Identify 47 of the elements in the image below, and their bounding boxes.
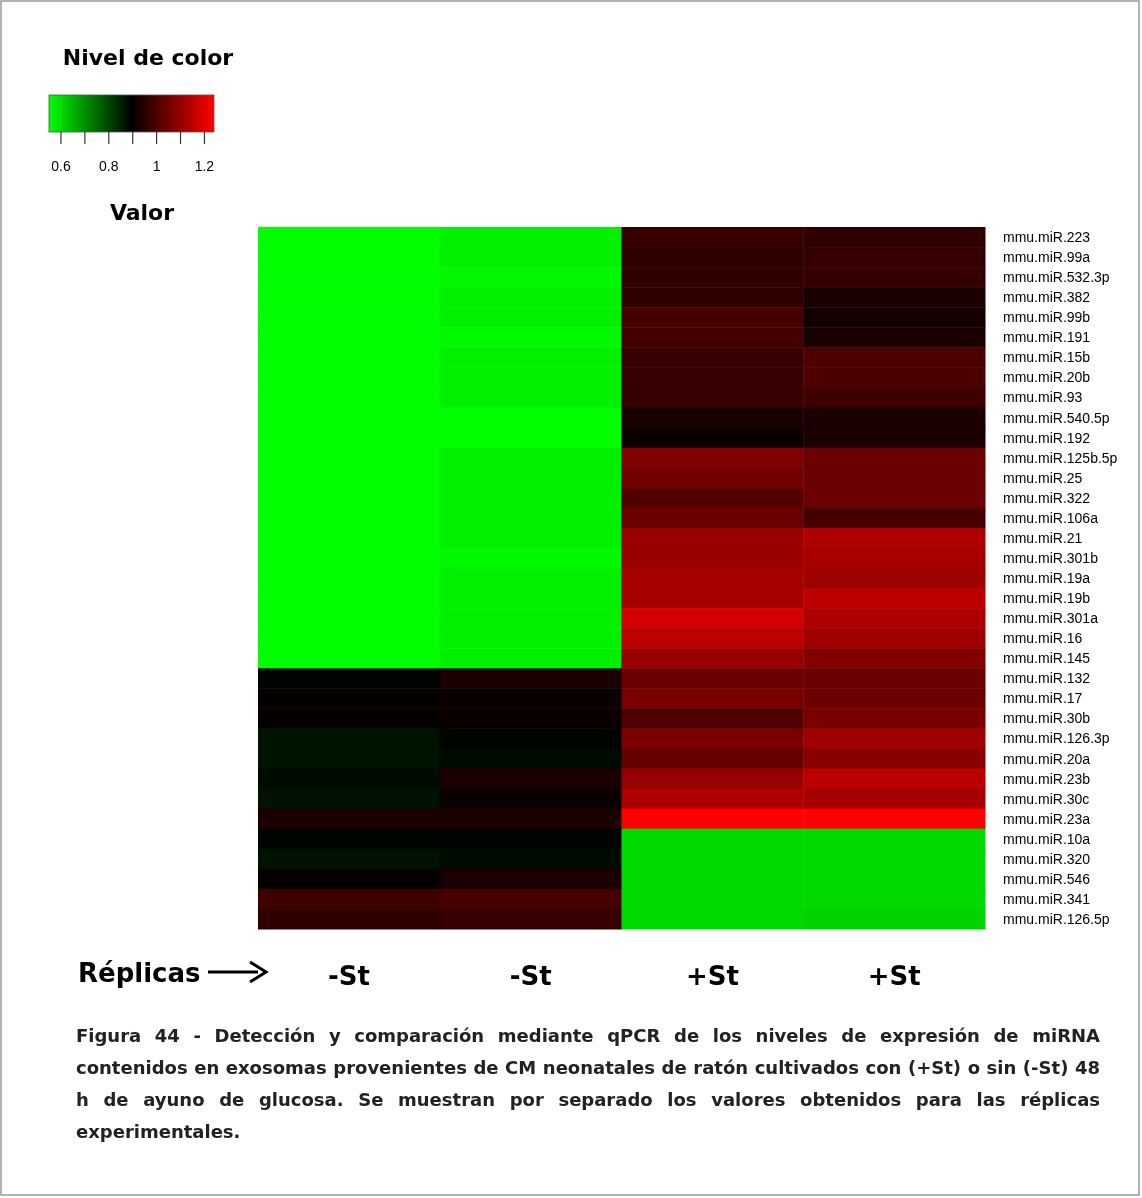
y-tick-label: mmu.miR.93 [1003, 389, 1083, 406]
y-tick-label: mmu.miR.192 [1003, 429, 1091, 446]
y-tick-label: mmu.miR.301b [1003, 549, 1099, 566]
y-tick-label: mmu.miR.223 [1003, 229, 1091, 246]
y-tick-label: mmu.miR.21 [1003, 529, 1083, 546]
color-bar-label: 1 [152, 158, 161, 174]
y-tick-label: mmu.miR.99b [1003, 309, 1091, 326]
y-tick-label: mmu.miR.25 [1003, 469, 1083, 486]
y-tick-label: mmu.miR.20a [1003, 750, 1091, 767]
y-tick-label: mmu.miR.23a [1003, 810, 1091, 827]
y-tick-label: mmu.miR.16 [1003, 630, 1083, 647]
y-tick-label: mmu.miR.20b [1003, 369, 1091, 386]
y-tick-label: mmu.miR.145 [1003, 650, 1091, 667]
y-tick-label: mmu.miR.106a [1003, 509, 1099, 526]
y-tick-label: mmu.miR.546 [1003, 870, 1091, 887]
text: Figura 44 - Detección y comparación mediante qPCR de los niveles de expresión de miRNA contenidos en exosomas provenientes de CM neonatales de ratón cultivados con (+St) o sin (-St) 48 h de ayuno de glucosa. Se muestran por separado los valores obtenidos para las réplicas experimentales. [76, 1024, 1100, 1144]
y-tick-label: mmu.miR.132 [1003, 670, 1091, 687]
color-bar-label: 1.2 [194, 158, 215, 174]
y-tick-label: mmu.miR.99a [1003, 249, 1091, 266]
y-tick-label: mmu.miR.382 [1003, 289, 1091, 306]
y-tick-label: mmu.miR.341 [1003, 890, 1091, 907]
y-tick-label: mmu.miR.320 [1003, 850, 1091, 867]
y-tick-label: mmu.miR.15b [1003, 349, 1091, 366]
x-tick-label: -St [509, 961, 552, 991]
y-tick-label: mmu.miR.23b [1003, 770, 1091, 787]
chart-title: Nivel de color [62, 45, 234, 70]
y-tick-label: mmu.miR.126.5p [1003, 910, 1110, 927]
y-tick-label: mmu.miR.17 [1003, 690, 1083, 707]
y-tick-label: mmu.miR.532.3p [1003, 269, 1110, 286]
text: Réplicas [78, 958, 201, 988]
y-tick-label: mmu.miR.301a [1003, 610, 1099, 627]
y-tick-label: mmu.miR.30b [1003, 710, 1091, 727]
y-tick-label: mmu.miR.540.5p [1003, 409, 1110, 426]
y-tick-label: mmu.miR.322 [1003, 489, 1091, 506]
y-tick-label: mmu.miR.191 [1003, 329, 1091, 346]
y-tick-label: mmu.miR.10a [1003, 830, 1091, 847]
y-tick-label: mmu.miR.19a [1003, 570, 1091, 586]
x-tick-label: +St [867, 961, 921, 991]
y-tick-label: mmu.miR.19b [1003, 590, 1091, 607]
color-bar-label: 0.8 [99, 158, 119, 174]
color-bar-label: 0.6 [51, 158, 71, 174]
x-tick-label: +St [685, 961, 739, 991]
y-tick-label: mmu.miR.126.3p [1003, 730, 1110, 747]
y-tick-label: mmu.miR.125b.5p [1003, 449, 1118, 466]
x-tick-label: -St [327, 961, 370, 991]
color-bar-title: Valor [109, 200, 175, 225]
y-tick-label: mmu.miR.30c [1003, 790, 1090, 807]
